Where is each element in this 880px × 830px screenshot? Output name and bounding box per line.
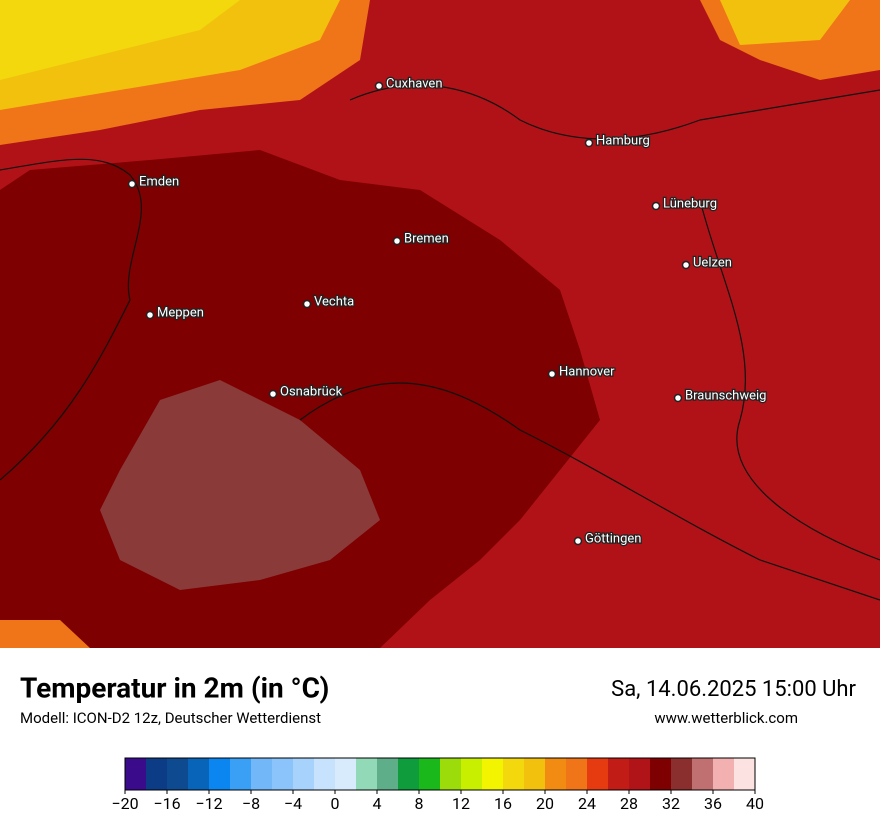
cooler-patch (0, 620, 90, 648)
city-marker (547, 369, 557, 379)
tick-label: 40 (746, 794, 764, 813)
color-swatch (692, 758, 714, 790)
borders (0, 84, 880, 601)
color-swatch (230, 758, 252, 790)
datetime: Sa, 14.06.2025 15:00 Uhr (611, 677, 856, 702)
city-marker (651, 201, 661, 211)
city-marker (268, 389, 278, 399)
color-swatch (461, 758, 483, 790)
city-marker (374, 81, 384, 91)
city-label: Göttingen (585, 531, 642, 546)
color-swatch (398, 758, 420, 790)
color-swatch (713, 758, 735, 790)
tick-label: 8 (415, 794, 424, 813)
city-label: Uelzen (693, 255, 732, 270)
city-label: Hamburg (596, 133, 650, 148)
tick-label: −12 (195, 794, 222, 813)
color-swatch (608, 758, 630, 790)
website: www.wetterblick.com (654, 709, 798, 727)
subtitle: Modell: ICON-D2 12z, Deutscher Wetterdie… (20, 709, 321, 727)
color-swatch (146, 758, 168, 790)
color-swatch (587, 758, 609, 790)
color-swatch (377, 758, 399, 790)
city-marker (681, 260, 691, 270)
color-swatch (251, 758, 273, 790)
color-swatch (734, 758, 756, 790)
tick-label: 28 (620, 794, 638, 813)
color-swatch (671, 758, 693, 790)
tick-label: 32 (662, 794, 680, 813)
color-swatch (272, 758, 294, 790)
cities: Cuxhaven Hamburg Emden Lüneburg Bremen Uelzen… (127, 75, 768, 548)
city-marker (673, 393, 683, 403)
color-swatch (440, 758, 462, 790)
color-swatch (314, 758, 336, 790)
color-swatch (650, 758, 672, 790)
color-swatch (503, 758, 525, 790)
city-marker (584, 138, 594, 148)
tick-label: 12 (452, 794, 470, 813)
color-swatch (188, 758, 210, 790)
map (0, 0, 880, 648)
city-label: Osnabrück (280, 384, 343, 399)
city-label: Lüneburg (663, 196, 717, 211)
color-swatch (545, 758, 567, 790)
city-label: Bremen (404, 231, 449, 246)
color-swatch (167, 758, 189, 790)
color-swatch (524, 758, 546, 790)
tick-label: 4 (373, 794, 382, 813)
city-label: Braunschweig (685, 388, 766, 403)
tick-label: 24 (578, 794, 596, 813)
color-swatch (419, 758, 441, 790)
color-swatch (125, 758, 147, 790)
city-label: Meppen (157, 305, 204, 320)
city-marker (145, 310, 155, 320)
city-label: Emden (139, 174, 179, 189)
tick-label: 0 (331, 794, 340, 813)
color-swatch (629, 758, 651, 790)
tick-label: −8 (242, 794, 260, 813)
title: Temperatur in 2m (in °C) (20, 671, 329, 704)
tick-label: 16 (494, 794, 512, 813)
city-marker (302, 299, 312, 309)
tick-label: 20 (536, 794, 554, 813)
city-marker (573, 536, 583, 546)
tick-label: −20 (111, 794, 138, 813)
color-swatch (209, 758, 231, 790)
color-swatch (293, 758, 315, 790)
color-swatch (566, 758, 588, 790)
hottest-region (100, 380, 380, 590)
city-label: Vechta (314, 294, 354, 309)
colorbar-frame (124, 757, 756, 791)
tick-label: −16 (153, 794, 180, 813)
tick-label: −4 (284, 794, 302, 813)
baltic-warmer (720, 0, 850, 45)
city-label: Cuxhaven (386, 76, 443, 91)
color-swatch (335, 758, 357, 790)
city-label: Hannover (559, 364, 615, 379)
colorbar: −20 −16 −12 −8 −4 0 4 8 12 16 20 24 28 32 36 40 (111, 757, 764, 813)
color-swatch (482, 758, 504, 790)
color-swatch (356, 758, 378, 790)
city-marker (127, 179, 137, 189)
sea-hot (0, 0, 240, 80)
tick-label: 36 (704, 794, 722, 813)
city-marker (392, 236, 402, 246)
